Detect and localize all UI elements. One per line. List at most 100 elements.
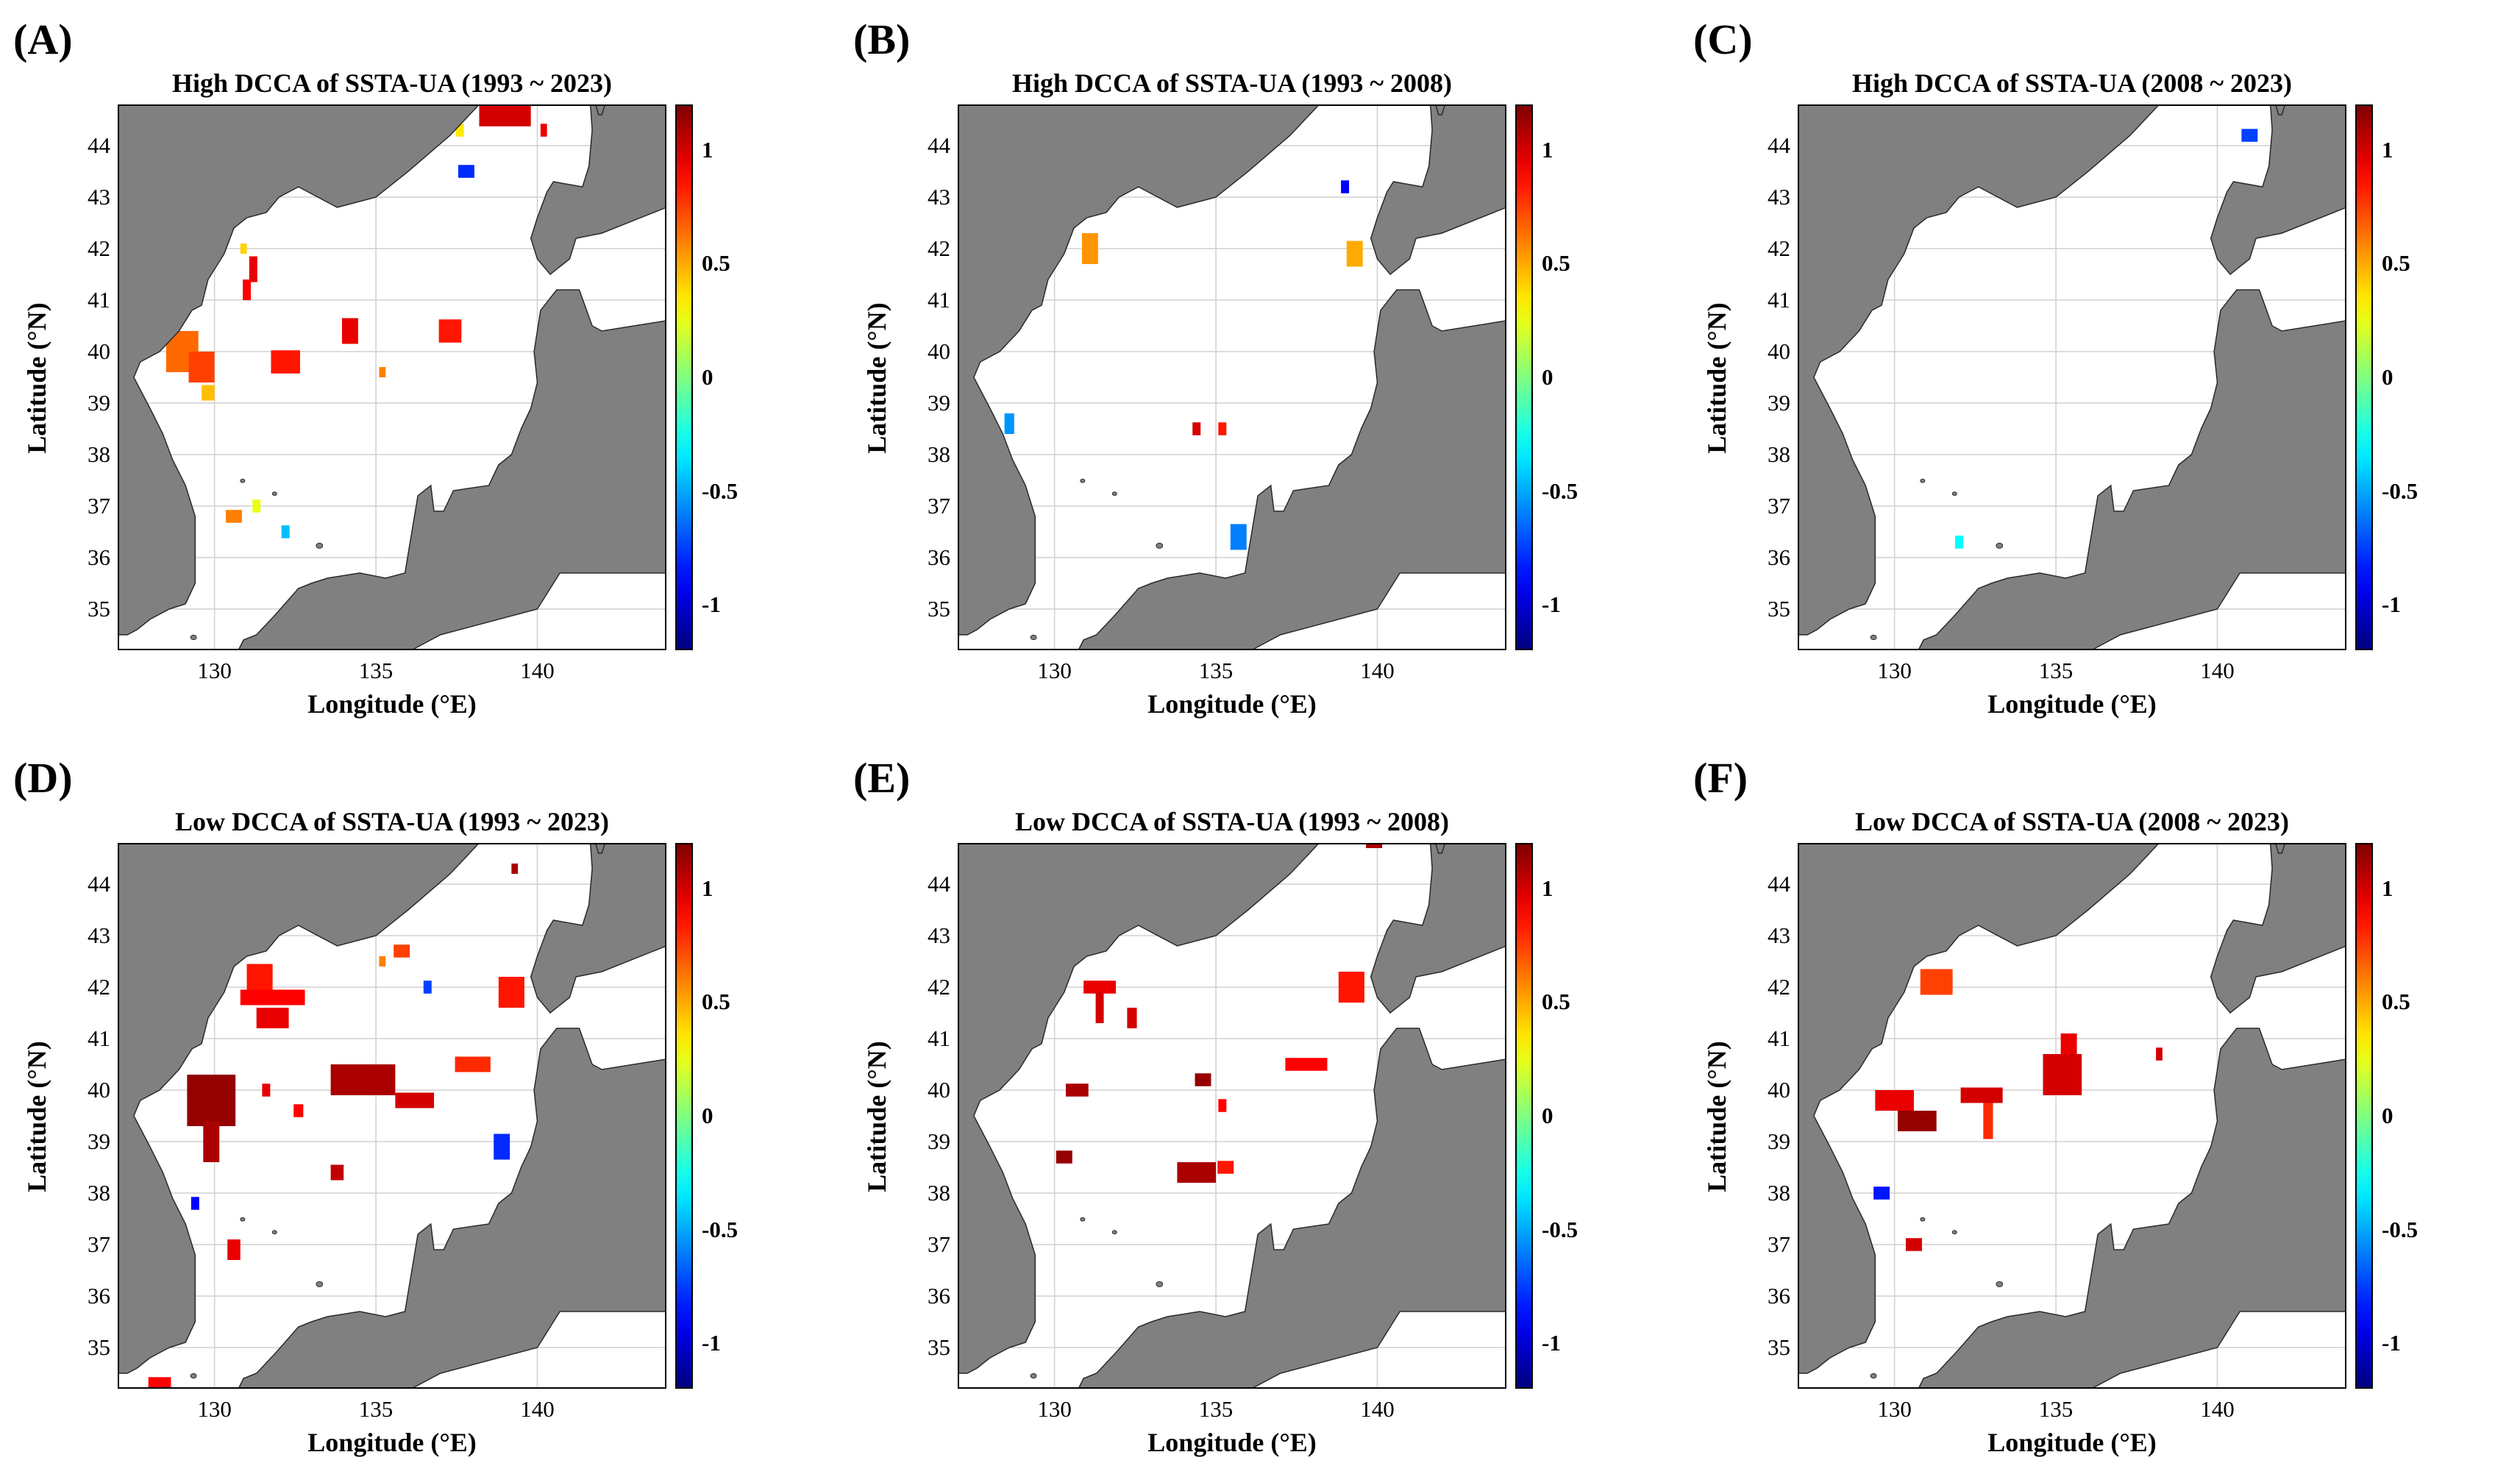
dcca-cell bbox=[203, 1121, 220, 1162]
x-tick-label: 130 bbox=[197, 658, 232, 683]
dcca-cell bbox=[1004, 413, 1014, 434]
y-tick-label: 39 bbox=[88, 1128, 110, 1154]
dcca-cell bbox=[188, 352, 215, 382]
land-area bbox=[238, 1028, 666, 1389]
island bbox=[1870, 1373, 1877, 1379]
x-tick-label: 140 bbox=[520, 658, 555, 683]
land-area bbox=[1798, 843, 2160, 1374]
panel-title: High DCCA of SSTA-UA (2008 ~ 2023) bbox=[1851, 68, 2293, 98]
dcca-cell bbox=[1338, 972, 1364, 1003]
y-tick-label: 44 bbox=[88, 132, 110, 158]
dcca-cell bbox=[2060, 1033, 2077, 1054]
island bbox=[1780, 1426, 1790, 1434]
y-tick-label: 39 bbox=[88, 390, 110, 416]
y-tick-label: 36 bbox=[928, 1283, 950, 1309]
x-tick-label: 135 bbox=[358, 658, 394, 683]
dcca-cell bbox=[1192, 422, 1201, 435]
land-area bbox=[118, 843, 480, 1374]
dcca-cell bbox=[240, 989, 305, 1006]
dcca-cell bbox=[1898, 1111, 1937, 1131]
island bbox=[940, 688, 950, 696]
colorbar-tick-label: -1 bbox=[702, 591, 721, 618]
land-area bbox=[958, 843, 1320, 1374]
island bbox=[1030, 634, 1037, 641]
x-tick-label: 135 bbox=[358, 1396, 394, 1422]
x-tick-label: 135 bbox=[1198, 1396, 1234, 1422]
island bbox=[271, 1230, 277, 1235]
land-area bbox=[2274, 104, 2286, 115]
dcca-cell bbox=[148, 1377, 171, 1389]
panel-letter: (C) bbox=[1693, 15, 1753, 63]
y-tick-label: 44 bbox=[1768, 871, 1790, 897]
y-tick-label: 38 bbox=[928, 441, 950, 467]
island bbox=[1951, 491, 1957, 497]
colorbar-tick-label: 1 bbox=[702, 136, 713, 163]
land-area bbox=[118, 104, 480, 636]
colorbar bbox=[1515, 104, 1533, 650]
x-axis-label: Longitude (°E) bbox=[1987, 689, 2157, 719]
y-tick-label: 39 bbox=[928, 1128, 950, 1154]
dcca-cell bbox=[1081, 233, 1098, 264]
island bbox=[271, 491, 277, 497]
y-tick-label: 44 bbox=[88, 871, 110, 897]
y-tick-label: 38 bbox=[88, 441, 110, 467]
island bbox=[1920, 478, 1926, 483]
dcca-cell bbox=[1095, 992, 1104, 1023]
land-area bbox=[1078, 1028, 1506, 1389]
land-area bbox=[1918, 289, 2346, 650]
colorbar-tick-label: 1 bbox=[1542, 136, 1553, 163]
x-tick-label: 130 bbox=[197, 1396, 232, 1422]
y-tick-label: 37 bbox=[1768, 1231, 1790, 1257]
y-tick-label: 37 bbox=[1768, 493, 1790, 519]
island bbox=[1156, 1281, 1164, 1287]
dcca-cell bbox=[202, 385, 215, 401]
y-tick-label: 36 bbox=[928, 544, 950, 570]
colorbar-tick-label: 0.5 bbox=[702, 250, 730, 277]
y-tick-label: 40 bbox=[88, 1077, 110, 1103]
x-axis-label: Longitude (°E) bbox=[1987, 1428, 2157, 1457]
island bbox=[1080, 1217, 1086, 1222]
map-panel-4: (D) Low DCCA of SSTA-UA (1993 ~ 2023) 35 36… bbox=[0, 738, 840, 1477]
y-tick-label: 36 bbox=[1768, 1283, 1790, 1309]
dcca-cell bbox=[1285, 1058, 1328, 1071]
dcca-cell bbox=[455, 1056, 491, 1072]
y-tick-label: 40 bbox=[928, 1077, 950, 1103]
land-area bbox=[1078, 289, 1506, 650]
y-tick-label: 35 bbox=[88, 596, 110, 622]
dcca-cell bbox=[1983, 1103, 1993, 1139]
island bbox=[1996, 542, 2004, 549]
dcca-cell bbox=[2156, 1047, 2163, 1061]
island bbox=[1111, 491, 1117, 497]
map-plot bbox=[1798, 843, 2346, 1389]
dcca-cell bbox=[379, 367, 386, 377]
panel-title: High DCCA of SSTA-UA (1993 ~ 2023) bbox=[171, 68, 613, 98]
land-area bbox=[1434, 843, 1446, 854]
island bbox=[1920, 1217, 1926, 1222]
x-tick-label: 130 bbox=[1037, 1396, 1072, 1422]
x-tick-label: 130 bbox=[1877, 658, 1912, 683]
dcca-cell bbox=[1230, 524, 1247, 550]
y-axis-label: Latitude (°N) bbox=[862, 1041, 891, 1192]
colorbar-tick-label: -0.5 bbox=[1542, 1216, 1578, 1242]
land-area bbox=[2210, 104, 2346, 276]
colorbar-tick-label: 0.5 bbox=[1542, 250, 1570, 277]
x-axis-label: Longitude (°E) bbox=[1147, 689, 1317, 719]
colorbar bbox=[675, 104, 693, 650]
y-axis-label: Latitude (°N) bbox=[22, 302, 51, 454]
y-tick-label: 36 bbox=[88, 544, 110, 570]
y-tick-label: 38 bbox=[1768, 441, 1790, 467]
dcca-cell bbox=[498, 977, 524, 1008]
y-tick-label: 36 bbox=[1768, 544, 1790, 570]
y-tick-label: 37 bbox=[88, 493, 110, 519]
land-area bbox=[1918, 1028, 2346, 1389]
panel-letter: (A) bbox=[13, 15, 73, 63]
dcca-cell bbox=[1083, 980, 1117, 994]
y-tick-label: 39 bbox=[1768, 1128, 1790, 1154]
dcca-cell bbox=[1218, 1099, 1227, 1112]
y-axis-label: Latitude (°N) bbox=[1702, 302, 1731, 454]
colorbar-tick-label: 1 bbox=[702, 875, 713, 901]
map-panel-5: (E) Low DCCA of SSTA-UA (1993 ~ 2008) 35 36… bbox=[840, 738, 1680, 1477]
y-tick-label: 44 bbox=[928, 871, 950, 897]
colorbar-tick-label: -1 bbox=[702, 1330, 721, 1356]
y-tick-label: 41 bbox=[88, 1025, 110, 1051]
